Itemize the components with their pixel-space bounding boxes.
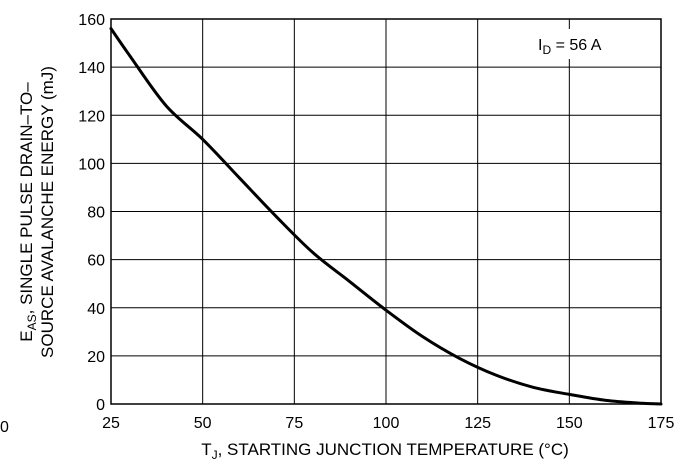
energy-curve <box>109 27 663 406</box>
y-tick-label: 160 <box>78 12 105 29</box>
x-axis-title-rest: , STARTING JUNCTION TEMPERATURE (°C) <box>218 440 569 459</box>
stray-label: 0 <box>0 419 9 436</box>
y-axis-title-line2: SOURCE AVALANCHE ENERGY (mJ) <box>38 66 57 358</box>
x-tick-label: 25 <box>102 415 120 432</box>
x-tick-labels: 25 50 75 100 125 150 175 <box>102 415 674 432</box>
y-tick-label: 40 <box>87 301 105 318</box>
x-tick-label: 50 <box>194 415 212 432</box>
y-tick-label: 80 <box>87 205 105 222</box>
y-tick-labels: 0 20 40 60 80 100 120 140 160 <box>78 12 105 414</box>
y-axis-title-sub: AS <box>25 314 39 330</box>
y-axis-title-main: E <box>17 330 36 341</box>
x-axis-title: TJ, STARTING JUNCTION TEMPERATURE (°C) <box>201 440 569 462</box>
annotation-sub: D <box>542 43 551 57</box>
y-tick-label: 120 <box>78 108 105 125</box>
y-axis-title-rest: , SINGLE PULSE DRAIN–TO– <box>17 82 36 315</box>
current-annotation: ID = 56 A <box>538 37 602 57</box>
plot-frame <box>110 18 662 405</box>
y-axis-title-line1: EAS, SINGLE PULSE DRAIN–TO– <box>17 82 39 342</box>
y-tick-label: 20 <box>87 349 105 366</box>
y-tick-label: 0 <box>96 397 105 414</box>
annotation-main: I <box>538 37 542 54</box>
x-tick-label: 75 <box>285 415 303 432</box>
x-tick-label: 150 <box>556 415 583 432</box>
x-tick-label: 125 <box>464 415 491 432</box>
annotation-rest: = 56 A <box>551 37 602 54</box>
y-tick-label: 60 <box>87 253 105 270</box>
x-axis-title-sub: J <box>212 448 218 462</box>
grid-lines <box>111 19 661 404</box>
y-tick-label: 140 <box>78 60 105 77</box>
y-tick-label: 100 <box>78 156 105 173</box>
x-tick-label: 175 <box>648 415 675 432</box>
x-tick-label: 100 <box>373 415 400 432</box>
annotation-background <box>526 29 636 59</box>
x-axis-title-main: T <box>201 440 211 459</box>
